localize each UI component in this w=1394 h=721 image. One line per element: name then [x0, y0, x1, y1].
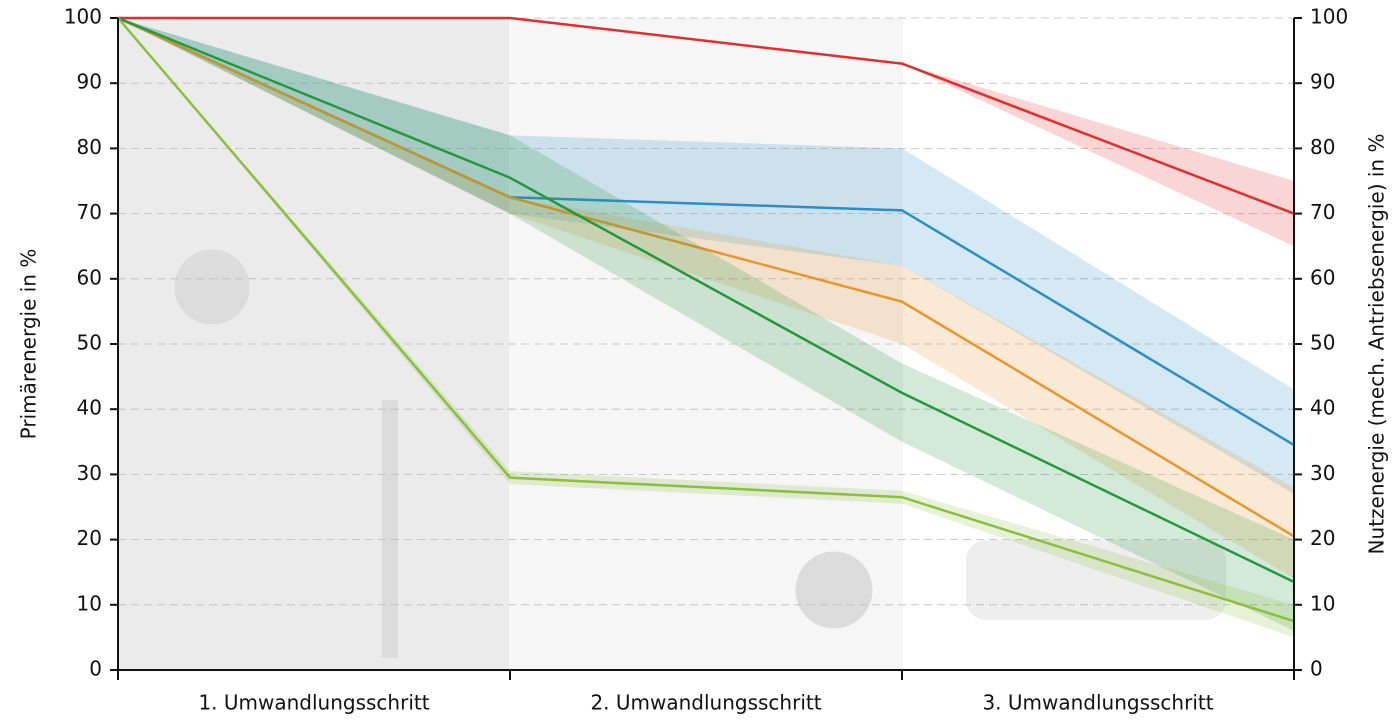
y2-tick-label: 100 — [1310, 5, 1348, 29]
y-axis-label: Primärenergie in % — [17, 249, 41, 440]
y2-tick-label: 50 — [1310, 331, 1335, 355]
y-tick-label: 10 — [77, 591, 102, 615]
page: Primärenergie in % Nutzenergie (mech. An… — [0, 0, 1394, 721]
y-tick-label: 70 — [77, 200, 102, 224]
y2-tick-label: 90 — [1310, 70, 1335, 94]
x-tick-label: 2. Umwandlungsschritt — [590, 691, 821, 715]
y-tick-label: 100 — [64, 5, 102, 29]
y2-axis-label: Nutzenergie (mech. Antriebsenergie) in % — [1365, 134, 1389, 555]
y2-tick-label: 10 — [1310, 591, 1335, 615]
y-tick-label: 0 — [89, 657, 102, 681]
drop-icon — [796, 552, 872, 628]
x-tick-label: 3. Umwandlungsschritt — [982, 691, 1213, 715]
sun-icon — [175, 250, 249, 324]
chart: Primärenergie in % Nutzenergie (mech. An… — [0, 0, 1394, 721]
y-tick-label: 80 — [77, 135, 102, 159]
y2-tick-label: 40 — [1310, 396, 1335, 420]
y-tick-label: 20 — [77, 526, 102, 550]
y2-tick-label: 70 — [1310, 200, 1335, 224]
y-tick-label: 40 — [77, 396, 102, 420]
y2-tick-label: 20 — [1310, 526, 1335, 550]
x-tick-label: 1. Umwandlungsschritt — [198, 691, 429, 715]
y-tick-label: 90 — [77, 70, 102, 94]
y2-tick-label: 60 — [1310, 265, 1335, 289]
y-tick-label: 50 — [77, 331, 102, 355]
y-tick-label: 30 — [77, 461, 102, 485]
y-tick-label: 60 — [77, 265, 102, 289]
y2-tick-label: 80 — [1310, 135, 1335, 159]
wind-icon — [382, 400, 398, 658]
y2-tick-label: 0 — [1310, 657, 1323, 681]
y2-tick-label: 30 — [1310, 461, 1335, 485]
